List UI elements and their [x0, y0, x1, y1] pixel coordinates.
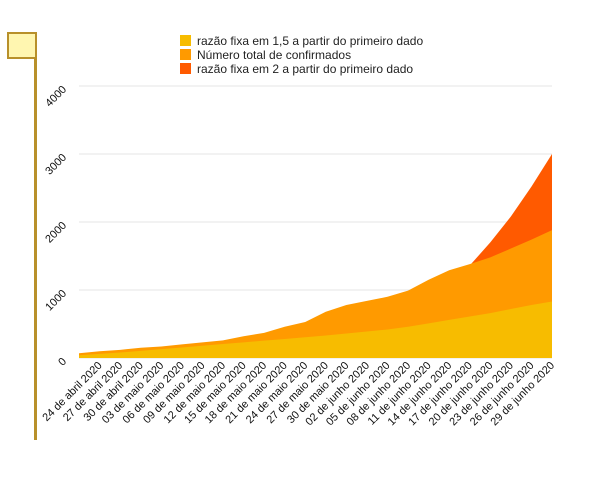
legend-label: razão fixa em 1,5 a partir do primeiro d…: [197, 34, 423, 48]
legend: razão fixa em 1,5 a partir do primeiro d…: [180, 34, 423, 76]
y-tick-label: 0: [56, 356, 69, 369]
y-tick-labels: 0 1000 2000 3000 4000: [43, 84, 69, 369]
y-tick-label: 1000: [43, 288, 69, 314]
legend-label: Número total de confirmados: [197, 48, 351, 62]
y-tick-label: 4000: [43, 84, 69, 110]
gold-side-bar: [34, 58, 37, 440]
y-tick-label: 3000: [43, 152, 69, 178]
legend-swatch: [180, 49, 191, 60]
legend-swatch: [180, 63, 191, 74]
y-tick-label: 2000: [43, 220, 69, 246]
area-series-3: [79, 301, 552, 358]
legend-swatch: [180, 35, 191, 46]
area-series: [79, 154, 552, 358]
gold-square-marker: [7, 32, 37, 59]
legend-label: razão fixa em 2 a partir do primeiro dad…: [197, 62, 413, 76]
